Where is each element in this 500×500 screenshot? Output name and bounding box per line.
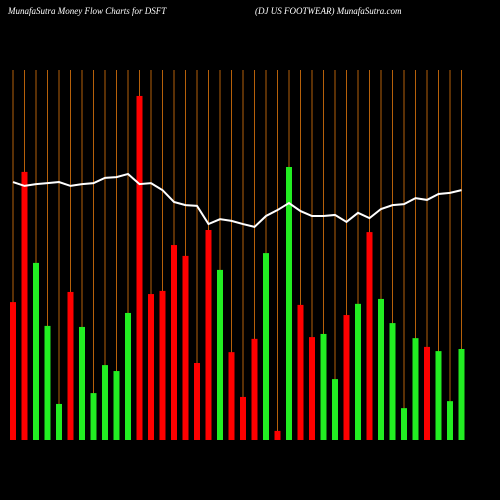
bar [355, 303, 361, 440]
bar [79, 326, 85, 440]
bar [309, 337, 315, 440]
bar [228, 352, 235, 440]
bar [435, 351, 442, 440]
bar [33, 262, 39, 440]
bar [148, 294, 154, 440]
bar [401, 408, 407, 440]
bar [447, 401, 453, 440]
bar [90, 393, 97, 440]
bar [378, 298, 384, 440]
bar [251, 338, 258, 440]
bar [10, 302, 16, 440]
bar [412, 338, 419, 440]
bar [136, 95, 143, 440]
bar [343, 315, 350, 440]
money-flow-line [12, 172, 462, 228]
bar [297, 304, 304, 440]
bar [286, 167, 292, 440]
bar [240, 396, 246, 440]
bar [171, 245, 177, 440]
bar [194, 363, 200, 440]
bar [102, 365, 108, 440]
bar [21, 171, 28, 440]
bar [44, 325, 51, 440]
bar [424, 346, 430, 440]
bar [458, 349, 465, 440]
bar [389, 323, 396, 440]
bar [56, 403, 62, 440]
bar [263, 253, 269, 440]
bar [205, 230, 212, 440]
bars [10, 95, 465, 440]
bar [366, 232, 373, 440]
bar [217, 269, 223, 440]
bar [332, 379, 338, 440]
bar [67, 291, 74, 440]
bar [113, 371, 120, 440]
chart-subtitle: (DJ US FOOTWEAR) MunafaSutra.com [255, 6, 402, 16]
bar [182, 255, 189, 440]
lines [12, 172, 462, 228]
chart-title: MunafaSutra Money Flow Charts for DSFT [7, 6, 167, 16]
bar [274, 430, 281, 440]
bar [320, 333, 327, 440]
bar [159, 290, 166, 440]
bar [125, 312, 131, 440]
